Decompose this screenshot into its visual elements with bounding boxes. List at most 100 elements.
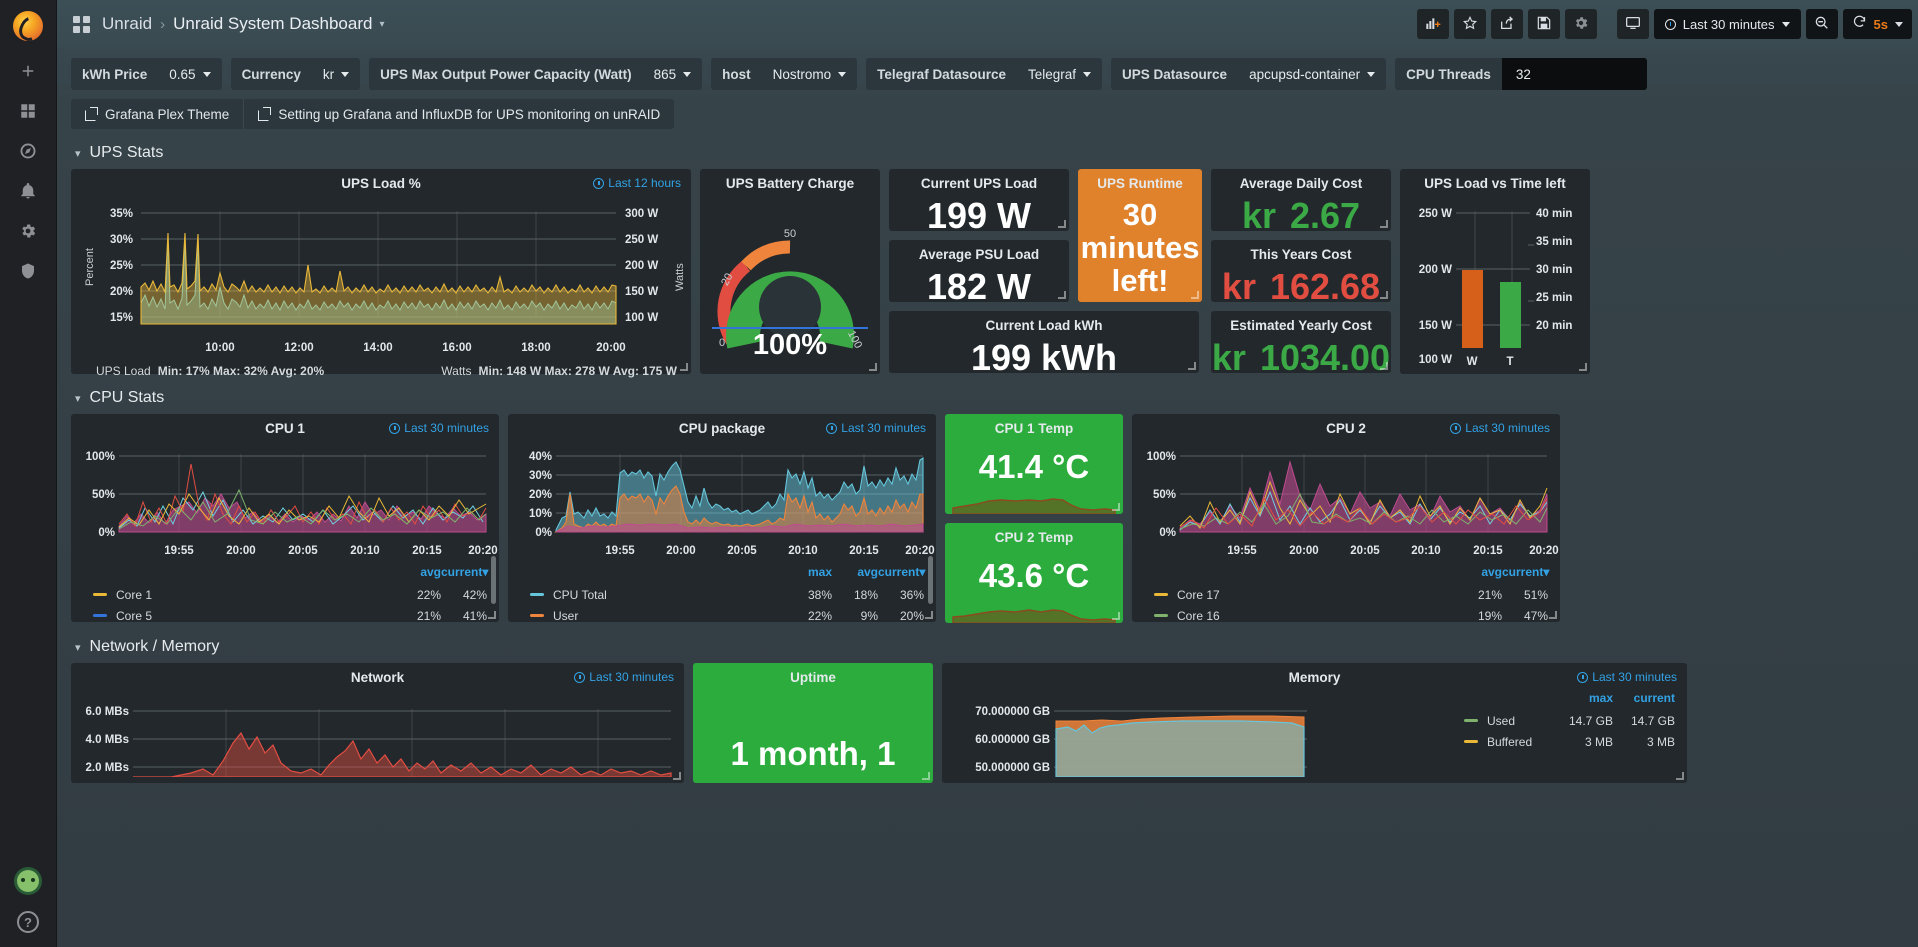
variable-telegraf-datasource[interactable]: Telegraf Datasource Telegraf [866,58,1103,90]
save-dashboard-button[interactable] [1527,9,1560,39]
legend-item-cpu-total[interactable]: CPU Total 38% 18% 36% [530,584,924,605]
legend-item-ups-load[interactable]: UPS Load Min: 17% Max: 32% Avg: 20% [89,364,324,378]
legend-header-current[interactable]: current▾ [441,565,489,579]
panel-resize-handle[interactable] [1188,362,1196,370]
legend-color-swatch [1154,614,1168,617]
panel-resize-handle[interactable] [1380,291,1388,299]
sidebar-item-create[interactable] [0,52,57,92]
panel-resize-handle[interactable] [922,772,930,780]
variable-value[interactable]: Nostromo [762,58,858,90]
dashboard-link-ups-monitoring-guide[interactable]: Setting up Grafana and InfluxDB for UPS … [244,99,674,129]
panel-resize-handle[interactable] [1579,363,1587,371]
dashboard-links-row: Grafana Plex Theme Setting up Grafana an… [57,90,1918,129]
variable-host[interactable]: host Nostromo [711,58,858,90]
panel-resize-handle[interactable] [1380,220,1388,228]
panel-ups-runtime: UPS Runtime 30 minutes left! [1078,169,1202,302]
clock-icon [1664,18,1676,30]
panel-resize-handle[interactable] [1676,772,1684,780]
legend-avg-value: 21% [416,608,441,623]
row-header-ups-stats[interactable]: ▾ UPS Stats [57,129,1918,163]
panel-resize-handle[interactable] [1058,291,1066,299]
variable-value[interactable]: 0.65 [158,58,221,90]
page-title[interactable]: Unraid System Dashboard [173,14,373,33]
chevron-down-icon[interactable]: ▾ [379,18,385,30]
legend-scrollbar[interactable] [928,556,933,604]
legend-header-max[interactable]: max [807,565,832,579]
variable-cpu-threads[interactable]: CPU Threads 32 [1395,58,1647,90]
legend-item-core-16[interactable]: Core 16 19% 47% [1154,605,1548,626]
variable-value[interactable]: Telegraf [1017,58,1102,90]
help-icon[interactable]: ? [17,911,39,933]
share-dashboard-button[interactable] [1490,9,1523,39]
legend-item-buffered[interactable]: Buffered 3 MB 3 MB [1464,731,1675,752]
panel-resize-handle[interactable] [488,611,496,619]
variable-ups-datasource[interactable]: UPS Datasource apcupsd-container [1111,58,1387,90]
panel-average-daily-cost: Average Daily Cost kr 2.67 [1211,169,1391,234]
time-range-picker[interactable]: Last 30 minutes [1653,9,1801,39]
panel-cpu-2: CPU 2 Last 30 minutes 100% 50% 0% [1132,414,1560,623]
sidebar-item-dashboards[interactable] [0,92,57,132]
panel-title: This Years Cost [1250,247,1352,262]
legend-item-core-17[interactable]: Core 17 21% 51% [1154,584,1548,605]
row-title: CPU Stats [89,389,165,406]
legend-header-avg[interactable]: avg [857,565,878,579]
panel-resize-handle[interactable] [673,772,681,780]
sidebar-item-explore[interactable] [0,132,57,172]
legend-item-watts[interactable]: Watts Min: 148 W Max: 278 W Avg: 175 W [434,364,677,378]
variable-value[interactable]: kr [312,58,360,90]
svg-text:200 W: 200 W [625,260,658,272]
cpu-threads-input[interactable]: 32 [1501,58,1647,90]
panel-resize-handle[interactable] [680,363,688,371]
panel-title: Average PSU Load [918,247,1040,262]
legend-header-avg[interactable]: avg [420,565,441,579]
panel-resize-handle[interactable] [1112,612,1120,620]
panel-resize-handle[interactable] [925,611,933,619]
mark-favorite-button[interactable] [1453,9,1486,39]
svg-text:20:20: 20:20 [1529,545,1558,557]
sidebar-item-configuration[interactable] [0,212,57,252]
legend-scrollbar[interactable] [491,556,496,604]
legend-header-avg[interactable]: avg [1481,565,1502,579]
variable-kwh-price[interactable]: kWh Price 0.65 [71,58,222,90]
avatar[interactable] [14,867,42,895]
network-chart: 6.0 MBs 4.0 MBs 2.0 MBs [86,706,672,777]
panel-resize-handle[interactable] [1058,220,1066,228]
panel-resize-handle[interactable] [1549,611,1557,619]
legend-item-user[interactable]: User 22% 9% 20% [530,605,924,626]
sidebar-item-server-admin[interactable] [0,252,57,292]
row-header-network-memory[interactable]: ▾ Network / Memory [57,623,1918,657]
variable-label: Currency [241,66,301,82]
panel-resize-handle[interactable] [1380,362,1388,370]
sidebar-item-alerting[interactable] [0,172,57,212]
legend-header-current[interactable]: current▾ [878,565,926,579]
refresh-picker[interactable]: 5s [1842,9,1912,39]
dashboard-settings-button[interactable] [1564,9,1597,39]
panel-resize-handle[interactable] [1191,291,1199,299]
dashboard-link-grafana-plex-theme[interactable]: Grafana Plex Theme [71,99,245,129]
variable-currency[interactable]: Currency kr [230,58,361,90]
legend-item-core-5[interactable]: Core 5 21% 41% [93,605,487,626]
legend-item-used[interactable]: Used 14.7 GB 14.7 GB [1464,710,1675,731]
legend-series-name: Used [1487,713,1516,728]
legend-header-current[interactable]: current [1633,691,1675,705]
panel-title: UPS Runtime [1097,176,1183,191]
svg-text:20:05: 20:05 [288,545,318,557]
grafana-logo[interactable] [0,0,57,52]
tv-kiosk-button[interactable] [1616,9,1649,39]
add-panel-button[interactable] [1416,9,1449,39]
refresh-icon[interactable] [1852,14,1867,34]
panel-resize-handle[interactable] [869,363,877,371]
variable-value[interactable]: 865 [643,58,703,90]
zoom-out-time-button[interactable] [1805,9,1838,39]
panel-resize-handle[interactable] [1112,503,1120,511]
svg-text:20:20: 20:20 [905,545,934,557]
legend-item-core-1[interactable]: Core 1 22% 42% [93,584,487,605]
breadcrumb-folder[interactable]: Unraid [102,14,153,33]
legend-header-max[interactable]: max [1588,691,1613,705]
variable-value[interactable]: apcupsd-container [1238,58,1386,90]
variable-ups-max-output-power[interactable]: UPS Max Output Power Capacity (Watt) 865 [369,58,703,90]
legend-header-current[interactable]: current▾ [1502,565,1550,579]
side-navigation: ? [0,0,57,947]
row-header-cpu-stats[interactable]: ▾ CPU Stats [57,374,1918,408]
panel-cpu-package: CPU package Last 30 minutes 40% 30% 20% [508,414,936,623]
